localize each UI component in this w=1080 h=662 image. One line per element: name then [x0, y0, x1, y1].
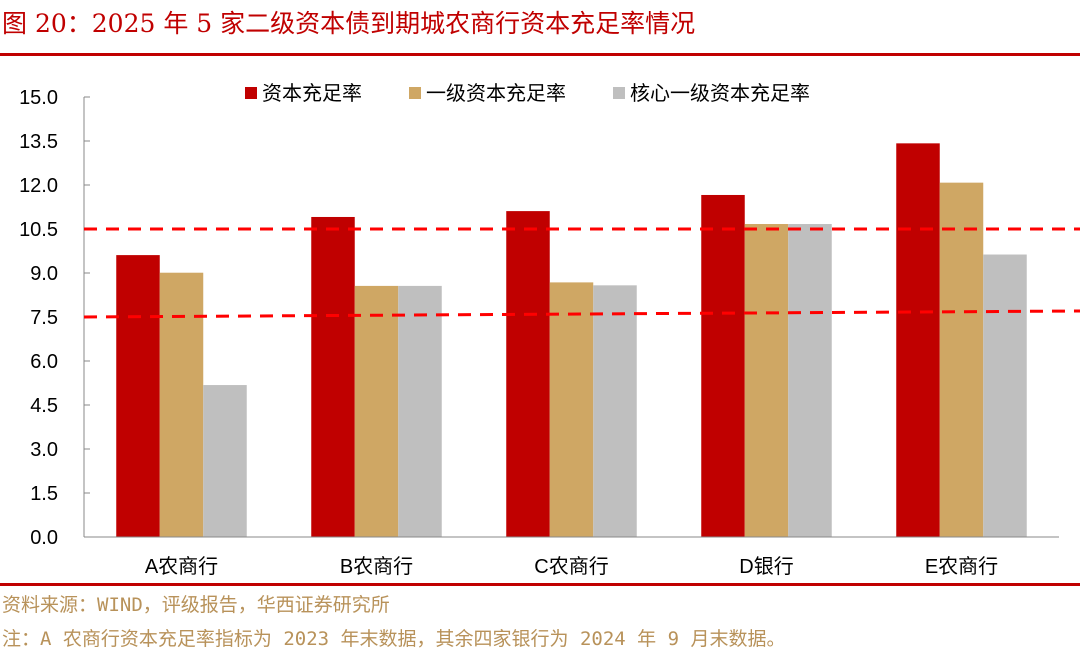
x-category-label: E农商行 — [925, 555, 998, 578]
bar — [744, 224, 789, 537]
y-tick-label: 0.0 — [30, 527, 58, 549]
reference-line — [83, 309, 1080, 319]
y-tick-label: 12.0 — [19, 175, 58, 197]
bar — [549, 282, 594, 537]
bar — [398, 285, 442, 537]
bar — [593, 285, 637, 537]
bar — [939, 182, 984, 538]
bottom-divider — [0, 583, 1080, 586]
x-category-label: B农商行 — [340, 555, 413, 578]
bar — [311, 216, 355, 537]
y-tick-label: 9.0 — [30, 263, 58, 285]
legend-swatch — [245, 87, 257, 99]
bar — [506, 211, 550, 537]
bar — [983, 254, 1027, 537]
legend-swatch — [613, 87, 625, 99]
y-tick-label: 4.5 — [30, 395, 58, 417]
y-tick-label: 3.0 — [30, 439, 58, 461]
source-text: 资料来源：WIND，评级报告，华西证券研究所 — [2, 594, 390, 616]
bar — [788, 224, 832, 537]
y-tick-label: 10.5 — [19, 219, 58, 241]
reference-lines — [83, 227, 1080, 319]
y-tick-label: 7.5 — [30, 307, 58, 329]
bar — [354, 285, 399, 537]
legend-swatch — [409, 87, 421, 99]
bar — [159, 272, 204, 537]
y-tick-label: 6.0 — [30, 351, 58, 373]
y-tick-label: 13.5 — [19, 131, 58, 153]
bar — [701, 194, 745, 537]
x-axis: A农商行 B农商行 C农商行 D银行 E农商行 — [84, 536, 1059, 578]
bar — [203, 385, 247, 537]
bar — [116, 255, 160, 537]
x-category-label: D银行 — [739, 555, 793, 578]
legend-label: 资本充足率 — [262, 82, 362, 105]
y-axis: 0.0 1.5 3.0 4.5 6.0 7.5 9.0 10.5 12.0 13.5 15.0 — [19, 87, 90, 549]
note-text: 注：A 农商行资本充足率指标为 2023 年末数据，其余四家银行为 2024 年… — [2, 628, 786, 650]
bar — [896, 143, 940, 537]
figure-title: 图 20：2025 年 5 家二级资本债到期城农商行资本充足率情况 — [2, 9, 696, 38]
x-category-label: C农商行 — [534, 555, 608, 578]
bar-series — [116, 143, 1027, 538]
chart-legend: 资本充足率 一级资本充足率 核心一级资本充足率 — [245, 82, 810, 105]
y-tick-label: 1.5 — [30, 483, 58, 505]
legend-label: 一级资本充足率 — [426, 82, 566, 105]
legend-label: 核心一级资本充足率 — [630, 82, 810, 105]
top-divider — [0, 53, 1080, 56]
x-category-label: A农商行 — [145, 555, 218, 578]
bar-chart: 资本充足率 一级资本充足率 核心一级资本充足率 0.0 1.5 3.0 4.5 6.0 7.5… — [19, 82, 1080, 578]
y-tick-label: 15.0 — [19, 87, 58, 109]
